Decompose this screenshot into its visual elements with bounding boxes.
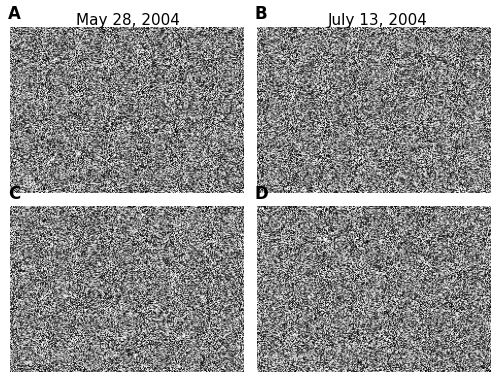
Text: = 45: = 45: [264, 181, 279, 186]
Text: C: C: [8, 185, 20, 203]
Text: A: A: [8, 5, 20, 23]
Text: July 13, 2004: July 13, 2004: [328, 13, 428, 28]
Text: B: B: [254, 5, 268, 23]
Text: May 28, 2004: May 28, 2004: [76, 13, 180, 28]
Text: D: D: [254, 185, 268, 203]
Text: = 45: = 45: [17, 361, 32, 366]
Text: = 45
= 250: = 45 = 250: [264, 355, 282, 366]
Text: = 45
= 250: = 45 = 250: [17, 176, 36, 186]
